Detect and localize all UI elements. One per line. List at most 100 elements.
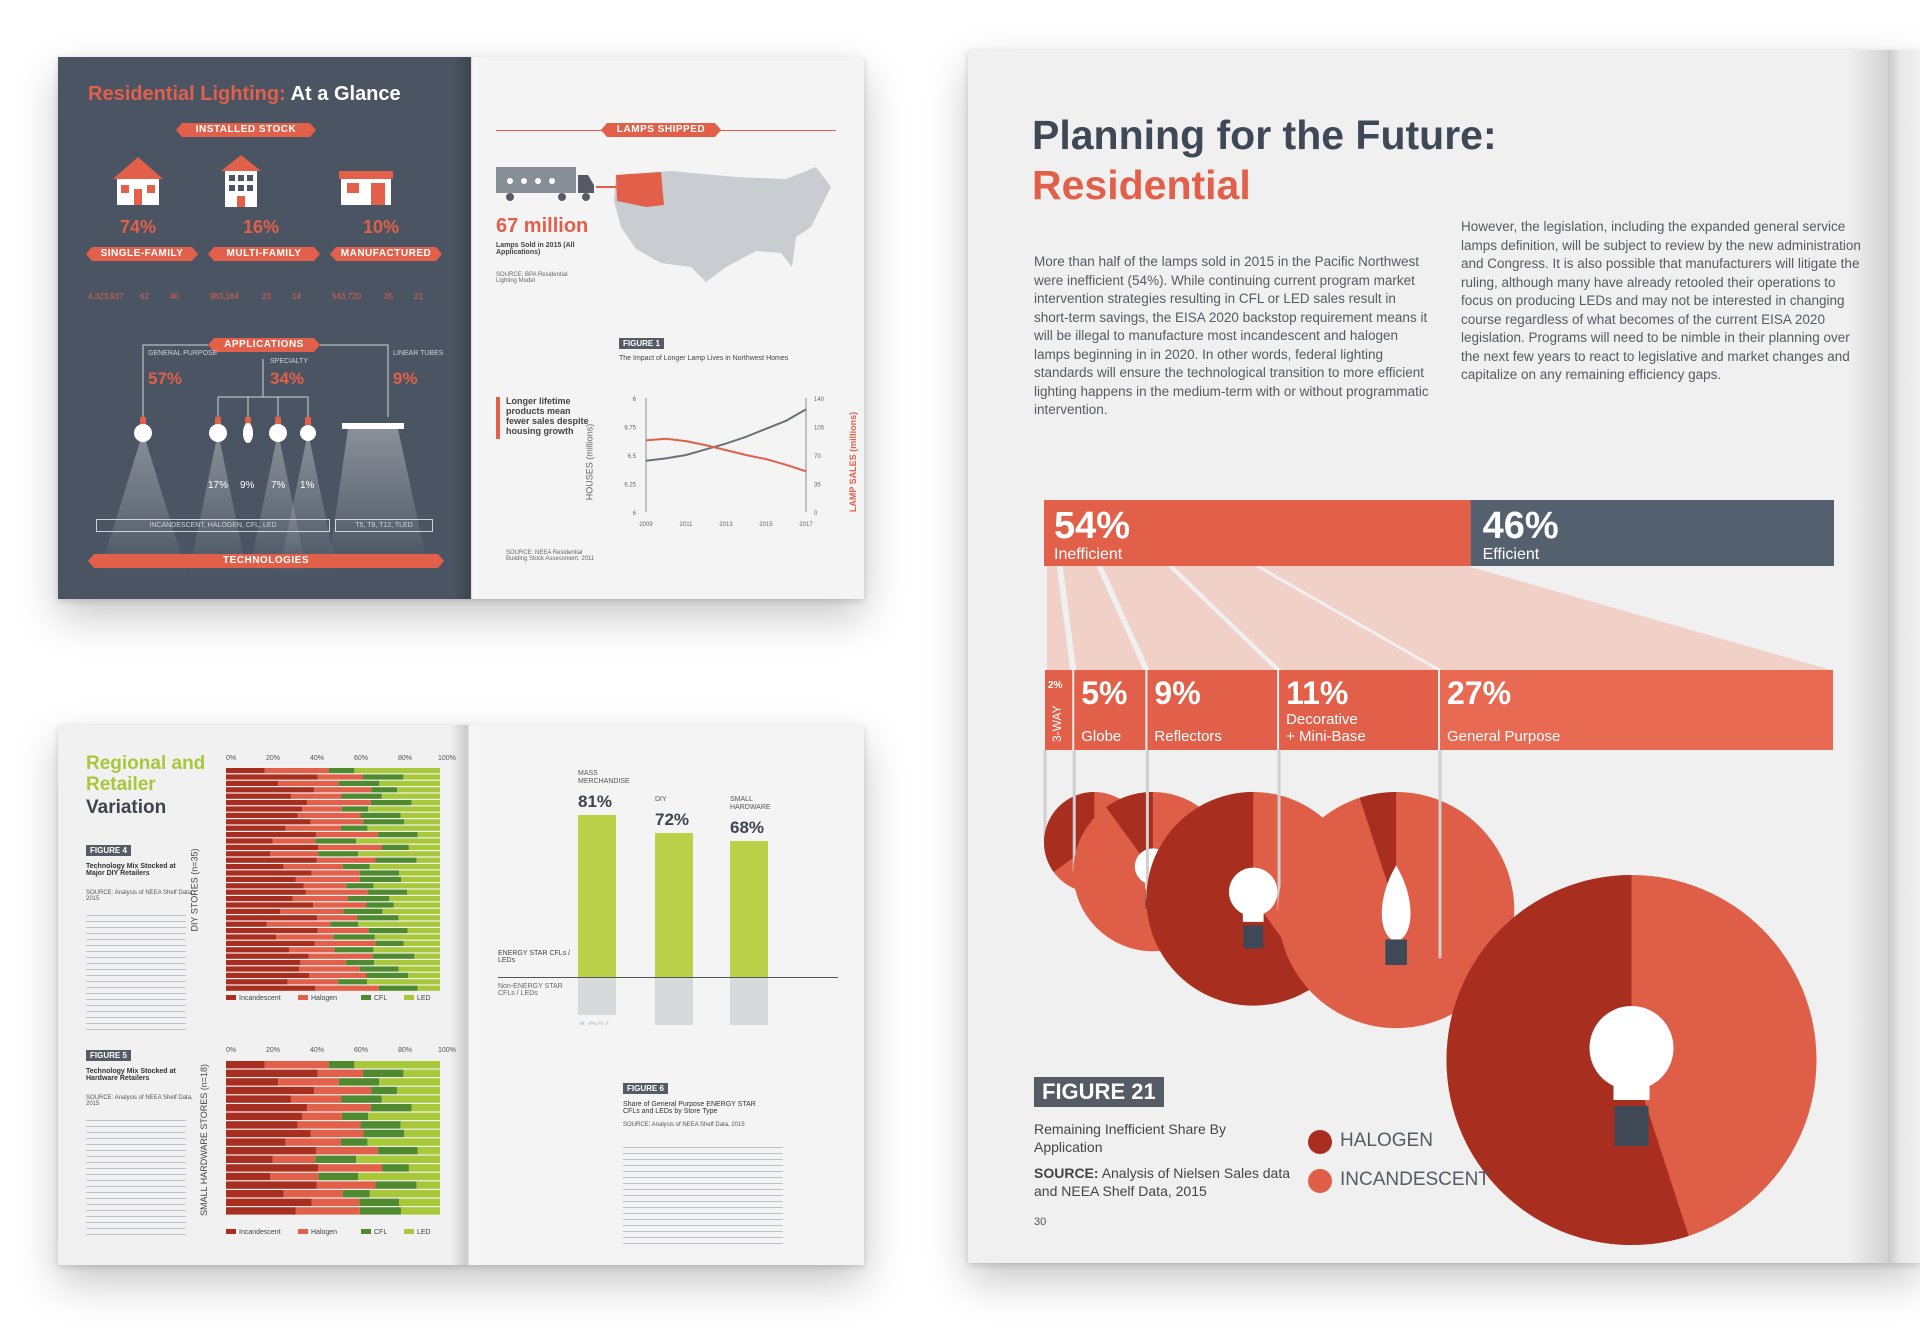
applications-tree — [142, 344, 389, 417]
figure5-title: Technology Mix Stocked at Hardware Retai… — [86, 1068, 176, 1082]
figure21-tag: FIGURE 21 — [1034, 1077, 1164, 1107]
fig1-left-tick: 6.25 — [624, 483, 636, 489]
bulb-neck — [1613, 1080, 1650, 1100]
axis-tick: 80% — [398, 755, 413, 762]
breakdown-value-label: 27% — [1447, 675, 1511, 711]
stacked-segment — [309, 972, 367, 978]
stacked-segment — [317, 928, 369, 934]
figure1-title: The Impact of Longer Lamp Lives in North… — [619, 355, 789, 362]
stacked-segment — [226, 774, 318, 780]
non-energy-star-value-label: 19% — [578, 1018, 612, 1025]
fig1-x-tick: 2011 — [680, 522, 694, 528]
fig4-stacked-bars — [226, 768, 440, 991]
stacked-segment — [382, 908, 440, 914]
stacked-segment — [397, 1086, 440, 1095]
bulb-icon — [300, 417, 316, 441]
stacked-segment — [357, 915, 399, 921]
stacked-segment — [226, 1129, 311, 1138]
stacked-segment — [408, 1164, 440, 1172]
stacked-segment — [290, 793, 342, 799]
stacked-segment — [400, 1121, 440, 1129]
stacked-segment — [371, 1086, 398, 1095]
app-specialty-pct: 34% — [270, 369, 305, 388]
stacked-segment — [266, 921, 331, 927]
bar-inefficient — [1044, 500, 1471, 566]
truck-map-graphic — [496, 167, 831, 282]
stacked-segment — [226, 1155, 273, 1163]
halogen-swatch — [1308, 1130, 1332, 1154]
stacked-segment — [226, 1138, 286, 1146]
stacked-segment — [378, 985, 418, 991]
stacked-segment — [363, 819, 405, 825]
stacked-segment — [374, 960, 440, 966]
multi-family-house-icon — [221, 155, 261, 207]
stacked-segment — [226, 819, 311, 825]
fig1-left-tick: 6.5 — [628, 454, 637, 460]
fig1-right-tick: 105 — [814, 426, 825, 432]
stacked-segment — [311, 870, 360, 876]
stacked-segment — [417, 985, 440, 991]
breakdown-value-label: 9% — [1154, 675, 1200, 711]
stacked-segment — [317, 774, 363, 780]
fig1-right-tick: 140 — [814, 397, 825, 403]
stacked-segment — [314, 787, 372, 793]
stacked-segment — [278, 1078, 339, 1086]
stacked-segment — [334, 947, 374, 953]
stacked-segment — [338, 1078, 380, 1086]
stacked-segment — [283, 864, 343, 870]
stacked-segment — [398, 915, 440, 921]
figure6-source: SOURCE: Analysis of NEEA Shelf Data, 201… — [623, 1122, 745, 1128]
left-page-glance: Residential Lighting: At a Glance INSTAL… — [58, 57, 471, 599]
halogen-slice — [1106, 792, 1153, 872]
stacked-segment — [379, 1078, 440, 1086]
fig1-right-tick: 70 — [814, 454, 821, 460]
stacked-segment — [297, 812, 361, 818]
home-value: 983,164 — [210, 292, 239, 301]
store-type-label: MERCHANDISE — [578, 778, 630, 785]
breakdown-category-label: 3-WAY — [1050, 705, 1064, 742]
stacked-segment — [379, 780, 440, 786]
stacked-segment — [398, 966, 440, 972]
efficient-value-label: 46% — [1483, 505, 1559, 547]
stacked-segment — [403, 774, 440, 780]
figure4-body-text — [86, 915, 186, 1030]
stacked-segment — [226, 864, 284, 870]
stacked-segment — [226, 825, 286, 831]
stacked-segment — [272, 1155, 316, 1163]
non-energy-star-label: Non-ENERGY STAR CFLs / LEDs — [498, 983, 563, 997]
stacked-segment — [315, 985, 379, 991]
single-family-ribbon: SINGLE-FAMILY — [86, 247, 198, 261]
home-value: 40 — [170, 292, 179, 301]
stacked-segment — [226, 902, 314, 908]
axis-tick: 80% — [398, 1047, 413, 1054]
stacked-segment — [381, 1095, 440, 1103]
app-linear-pct: 9% — [393, 369, 418, 388]
halogen-slice — [1446, 875, 1689, 1245]
stacked-segment — [226, 1181, 317, 1189]
stacked-segment — [315, 1155, 357, 1163]
breakdown-category-label: + Mini-Base — [1286, 728, 1366, 745]
fig1-x-tick: 2009 — [639, 522, 653, 528]
home-value: 4,323,937 — [88, 292, 124, 301]
manufactured-ribbon: MANUFACTURED — [330, 247, 442, 261]
stacked-segment — [358, 851, 440, 857]
breakdown-category-label: Decorative — [1286, 711, 1358, 728]
stacked-segment — [276, 934, 334, 940]
figure5-tag: FIGURE 5 — [86, 1050, 131, 1061]
fig1-left-tick: 6 — [633, 397, 637, 403]
page-number: 30 — [1034, 1216, 1047, 1228]
stacked-segment — [280, 908, 344, 914]
right-page-figure6: 81%19%MASSMERCHANDISE72%28%DIY68%32%SMAL… — [468, 725, 864, 1265]
breakdown-value-label: 11% — [1286, 675, 1348, 711]
stacked-segment — [354, 1061, 440, 1069]
legend-cfl: CFL — [361, 995, 387, 1002]
energy-star-bar — [578, 815, 616, 977]
stacked-segment — [374, 934, 440, 940]
fig1-right-tick: 35 — [814, 483, 821, 489]
fig5-axis-label: SMALL HARDWARE STORES (n=18) — [198, 1064, 209, 1216]
figure6-tag: FIGURE 6 — [623, 1083, 668, 1094]
axis-tick: 0% — [226, 755, 237, 762]
stacked-segment — [401, 1207, 440, 1215]
stacked-segment — [375, 1181, 417, 1189]
stacked-segment — [264, 768, 329, 774]
